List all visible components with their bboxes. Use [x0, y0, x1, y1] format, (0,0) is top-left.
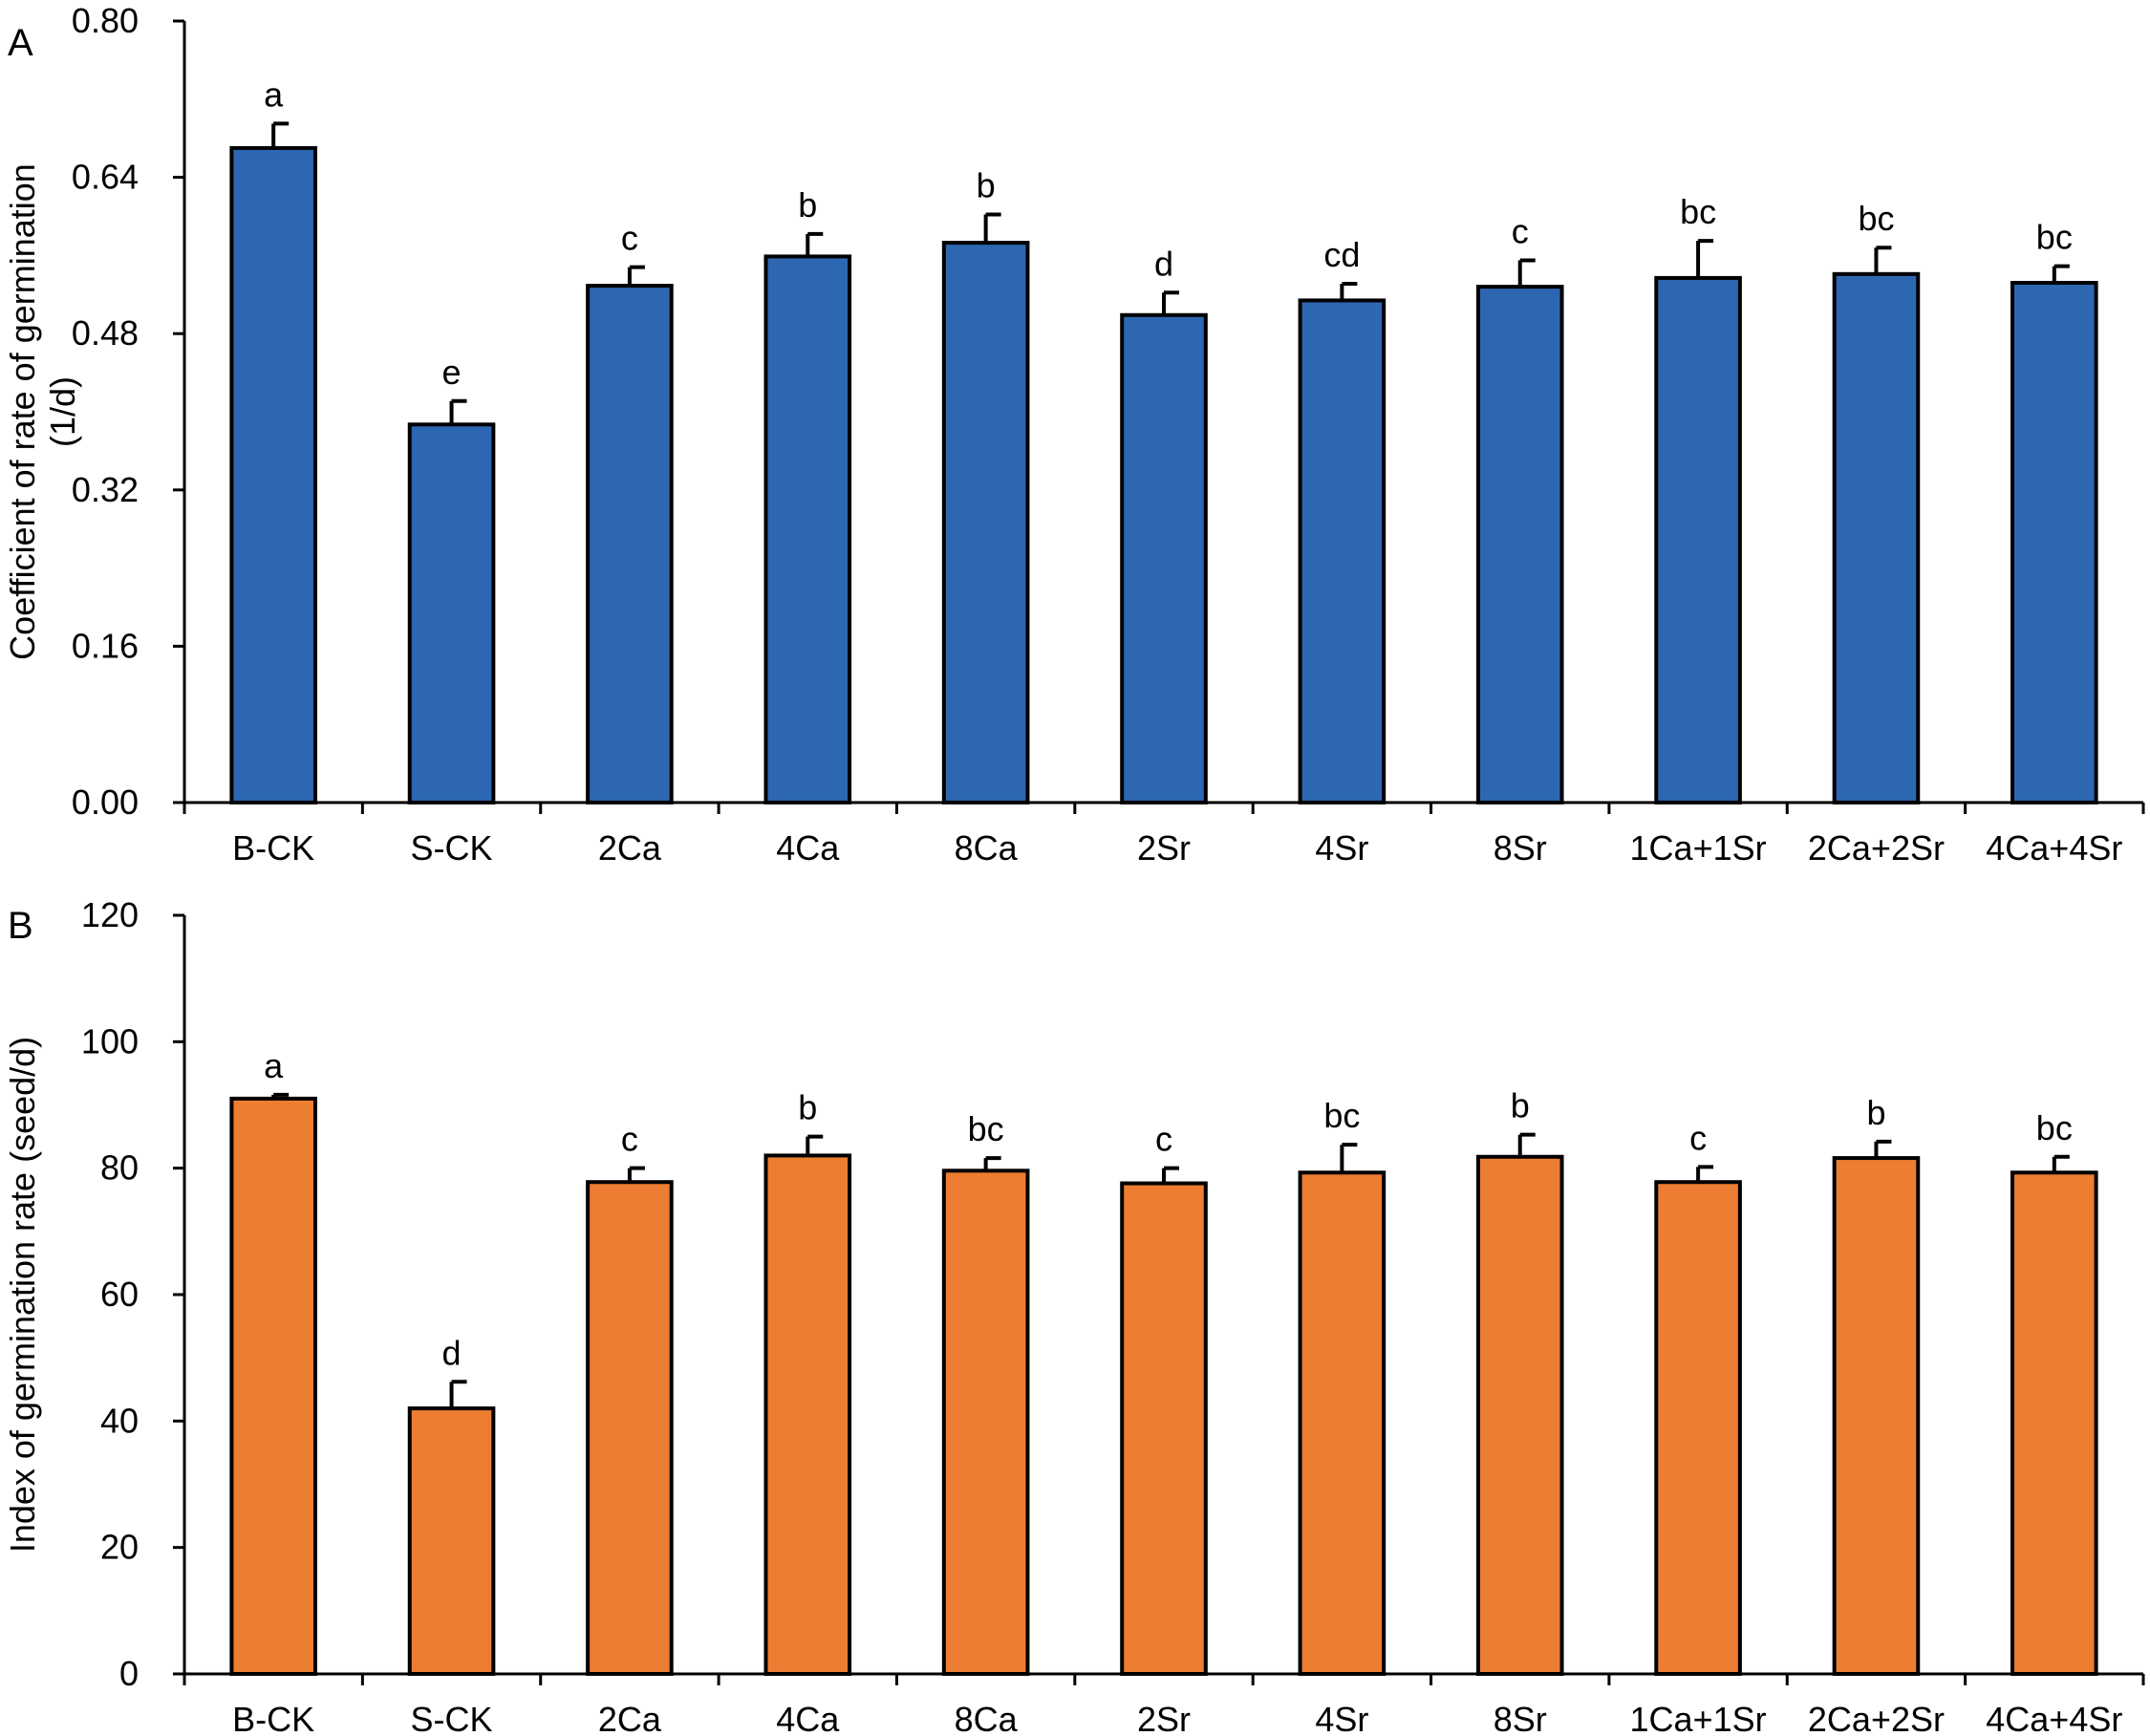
- panel-b-category-label: S-CK: [411, 1700, 493, 1736]
- panel-b-significance-label: b: [798, 1088, 817, 1127]
- panel-b-category-label: 4Ca: [776, 1700, 840, 1736]
- panel-b-bar-2Ca: [586, 1180, 674, 1677]
- panel-b-y-tick-label: 0: [119, 1654, 139, 1693]
- panel-b-y-tick-label: 40: [100, 1401, 139, 1440]
- panel-b-significance-label: bc: [2036, 1108, 2073, 1147]
- panel-a-bar-S-CK: [407, 422, 496, 804]
- panel-a-y-tick-label: 0.32: [72, 470, 139, 509]
- panel-b-bar-S-CK: [407, 1406, 496, 1676]
- panel-b-bar-8Sr: [1475, 1154, 1564, 1677]
- panel-b-significance-label: bc: [968, 1109, 1004, 1148]
- panel-b-y-tick-label: 60: [100, 1275, 139, 1314]
- panel-b-category-label: 1Ca+1Sr: [1630, 1700, 1767, 1736]
- panel-b-significance-label: d: [442, 1333, 462, 1372]
- panel-b-bar-8Ca: [941, 1168, 1030, 1676]
- panel-b-significance-label: c: [1155, 1120, 1172, 1159]
- panel-b-y-tick-label: 100: [81, 1021, 139, 1061]
- panel-b-category-label: 4Ca+4Sr: [1986, 1700, 2122, 1736]
- panel-a-y-tick-label: 0.48: [72, 313, 139, 353]
- panel-a-significance-label: c: [1512, 212, 1529, 251]
- panel-b-significance-label: c: [621, 1120, 638, 1159]
- panel-b-y-tick-label: 120: [81, 895, 139, 934]
- panel-a-y-axis-title-line: (1/d): [43, 376, 82, 447]
- panel-b-y-axis-title: Index of germination rate (seed/d): [3, 1037, 42, 1553]
- panel-a-bar-8Sr: [1475, 285, 1564, 804]
- panel-b-category-label: 8Sr: [1494, 1700, 1547, 1736]
- panel-a-significance-label: bc: [2036, 218, 2073, 257]
- panel-b-significance-label: b: [1866, 1093, 1885, 1132]
- panel-b-significance-label: c: [1689, 1118, 1707, 1157]
- panel-a-significance-label: a: [264, 75, 284, 114]
- panel-b-category-label: 2Ca+2Sr: [1808, 1700, 1945, 1736]
- panel-b-category-label: 8Ca: [955, 1700, 1019, 1736]
- panel-a-y-axis-title: Coefficient of rate of germination(1/d): [3, 163, 82, 660]
- panel-a-significance-label: c: [621, 219, 638, 258]
- panel-a-bar-4Ca: [763, 254, 852, 804]
- panel-a-bar-4Ca+4Sr: [2010, 281, 2098, 804]
- panel-b-category-label: 4Sr: [1315, 1700, 1368, 1736]
- panel-a-category-label: B-CK: [232, 828, 314, 868]
- panel-a-category-label: 1Ca+1Sr: [1630, 828, 1767, 868]
- panel-a-bar-1Ca+1Sr: [1654, 275, 1742, 805]
- panel-a-y-tick-label: 0.64: [72, 158, 139, 197]
- panel-b-category-label: 2Ca: [598, 1700, 662, 1736]
- panel-a: A 0.00 0.16 0.32 0.48 0.64 0.80 Coefficient of …: [3, 1, 2145, 868]
- panel-b-category-label: 2Sr: [1137, 1700, 1191, 1736]
- panel-b-bar-4Ca+4Sr: [2010, 1170, 2098, 1676]
- panel-a-significance-label: d: [1154, 244, 1173, 283]
- panel-b-bar-2Ca+2Sr: [1832, 1156, 1921, 1676]
- panel-b-category-label: B-CK: [232, 1700, 314, 1736]
- panel-a-bar-2Sr: [1120, 312, 1208, 804]
- panel-a-bar-8Ca: [941, 241, 1030, 805]
- panel-a-y-tick-label: 0.80: [72, 1, 139, 40]
- panel-a-significance-label: e: [442, 353, 462, 392]
- panel-a-significance-label: b: [977, 165, 996, 204]
- panel-a-category-label: 8Sr: [1494, 828, 1547, 868]
- panel-b-bar-2Sr: [1120, 1181, 1208, 1676]
- panel-b-bar-4Ca: [763, 1153, 852, 1676]
- panel-a-category-label: 4Ca: [776, 828, 840, 868]
- panel-a-category-label: 2Ca+2Sr: [1808, 828, 1945, 868]
- panel-a-category-label: 4Sr: [1315, 828, 1368, 868]
- panel-a-category-label: 2Sr: [1137, 828, 1191, 868]
- panel-a-bar-4Sr: [1298, 298, 1387, 804]
- panel-b-y-tick-label: 20: [100, 1528, 139, 1567]
- panel-a-significance-label: bc: [1680, 192, 1716, 231]
- panel-a-y-tick-label: 0.00: [72, 782, 139, 822]
- panel-b: B 0 20 40 60 80 100 120 Index of germination rat…: [3, 895, 2145, 1736]
- panel-a-category-label: S-CK: [411, 828, 493, 868]
- panel-a-y-tick-label: 0.16: [72, 626, 139, 665]
- panel-b-letter: B: [8, 905, 33, 947]
- panel-a-y-axis-title-line: Coefficient of rate of germination: [3, 163, 42, 660]
- panel-b-bar-4Sr: [1298, 1170, 1387, 1676]
- panel-a-significance-label: b: [798, 185, 817, 225]
- panel-a-category-label: 8Ca: [955, 828, 1019, 868]
- panel-b-bar-1Ca+1Sr: [1654, 1180, 1742, 1677]
- panel-b-bar-B-CK: [229, 1096, 317, 1676]
- panel-b-significance-label: bc: [1323, 1096, 1360, 1135]
- panel-a-bar-B-CK: [229, 145, 317, 805]
- panel-a-bar-2Ca: [586, 284, 674, 805]
- panel-a-significance-label: cd: [1323, 235, 1360, 274]
- panel-b-significance-label: a: [264, 1046, 284, 1085]
- panel-a-bar-2Ca+2Sr: [1832, 271, 1921, 804]
- panel-b-y-axis-title-line: Index of germination rate (seed/d): [3, 1037, 42, 1553]
- panel-a-category-label: 4Ca+4Sr: [1986, 828, 2122, 868]
- panel-a-letter: A: [8, 22, 33, 64]
- panel-a-significance-label: bc: [1858, 199, 1894, 238]
- panel-a-category-label: 2Ca: [598, 828, 662, 868]
- panel-b-y-tick-label: 80: [100, 1148, 139, 1188]
- panel-b-significance-label: b: [1511, 1086, 1530, 1125]
